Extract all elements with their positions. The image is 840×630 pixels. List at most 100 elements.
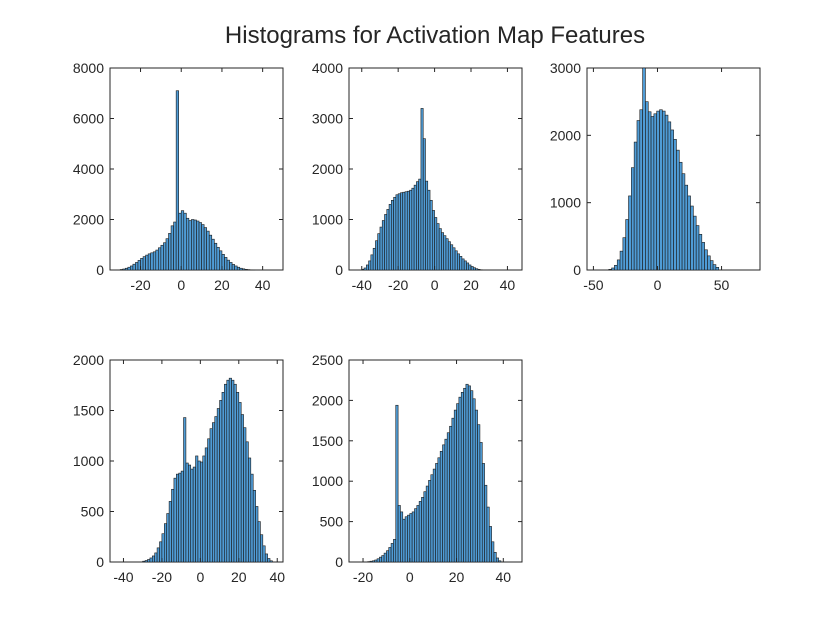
x-tick-label: 40: [269, 569, 285, 585]
histogram-bar: [244, 269, 248, 271]
histogram-bar: [142, 560, 146, 563]
histogram-bar: [681, 173, 686, 271]
histogram-bar: [216, 408, 220, 563]
histogram-bar: [267, 558, 271, 563]
histogram-bar: [239, 267, 243, 271]
histogram-bar: [616, 259, 621, 271]
histogram-bar: [132, 263, 136, 271]
histogram-bar: [168, 233, 172, 271]
histogram-bar: [245, 441, 249, 563]
y-tick-label: 1000: [312, 212, 343, 228]
histogram-bar: [229, 262, 233, 271]
histogram-bar: [421, 497, 425, 563]
bars: [119, 90, 256, 271]
histogram-bar: [144, 560, 148, 563]
histogram-bar: [224, 257, 228, 271]
x-tick-label: 0: [196, 569, 204, 585]
histogram-bar: [171, 488, 175, 563]
histogram-bar: [397, 505, 401, 563]
histogram-bar: [204, 447, 208, 563]
histogram-bar: [388, 204, 392, 271]
histogram-bar: [368, 260, 372, 271]
histogram-bar: [388, 547, 392, 563]
histogram-bar: [611, 267, 615, 271]
histogram-bar: [231, 379, 235, 563]
histogram-bar: [206, 230, 210, 271]
histogram-bar: [407, 514, 411, 563]
histogram-bar: [180, 210, 185, 271]
histogram-bar: [214, 416, 218, 563]
histogram-bar: [161, 533, 165, 563]
x-tick-label: 20: [214, 277, 230, 293]
histogram-bar: [437, 457, 441, 563]
histogram-bar: [185, 462, 189, 563]
histogram-bar: [443, 235, 447, 271]
y-tick-label: 500: [320, 514, 344, 530]
histogram-bar: [458, 396, 462, 563]
y-tick-label: 2500: [312, 352, 343, 368]
histogram-bar: [636, 120, 641, 271]
histogram-bar: [154, 552, 158, 563]
histogram-bar: [470, 390, 474, 563]
x-tick-label: -20: [353, 569, 373, 585]
histogram-bar: [180, 470, 184, 563]
y-tick-label: 0: [96, 554, 104, 570]
histogram-bar: [228, 377, 232, 563]
histogram-bar: [166, 513, 170, 563]
histogram-bar: [197, 460, 201, 563]
histogram-bar: [454, 250, 458, 271]
histogram-bar: [436, 223, 440, 271]
y-tick-label: 3000: [312, 111, 343, 127]
histogram-bar: [614, 264, 618, 271]
histogram-bar: [446, 432, 450, 563]
histogram-bar: [234, 265, 238, 271]
histogram-bar: [201, 224, 205, 271]
histogram-bar: [178, 212, 182, 271]
histogram-bar: [260, 534, 264, 563]
histogram-bar: [659, 109, 663, 271]
histogram-bar: [208, 234, 213, 271]
histogram-bar: [188, 464, 192, 563]
y-tick-label: 4000: [312, 60, 343, 76]
histogram-bar: [650, 116, 655, 271]
histogram-bar: [425, 485, 429, 563]
histogram-bar: [429, 200, 433, 271]
histogram-bar: [397, 193, 401, 271]
histogram-bar: [168, 501, 172, 563]
histogram-bar: [404, 516, 408, 563]
histogram-bar: [241, 268, 246, 271]
histogram-bar: [240, 414, 244, 563]
histogram-bar: [704, 249, 708, 271]
y-tick-label: 1000: [312, 473, 343, 489]
y-tick-label: 2000: [73, 212, 104, 228]
x-tick-label: 40: [496, 569, 512, 585]
y-tick-label: 1000: [73, 453, 104, 469]
histogram-bar: [498, 560, 502, 563]
histogram-bar: [684, 184, 689, 271]
y-tick-label: 500: [81, 504, 105, 520]
histogram-bar: [465, 383, 469, 563]
x-tick-label: 0: [406, 569, 414, 585]
histogram-bar: [375, 240, 378, 271]
y-tick-label: 2000: [73, 352, 104, 368]
histogram-bar: [186, 217, 190, 271]
histogram-bar: [463, 387, 467, 563]
histogram-bar: [192, 466, 196, 563]
histogram-bar: [158, 247, 162, 271]
histogram-bar: [608, 269, 612, 271]
histogram-bar: [409, 513, 413, 563]
histogram-bar: [211, 238, 215, 271]
histogram-bar: [178, 472, 182, 563]
histogram-bar: [625, 219, 629, 271]
histogram-bar: [653, 113, 658, 271]
y-tick-label: 1500: [73, 403, 104, 419]
histogram-bar: [127, 266, 131, 271]
histogram-bar: [365, 264, 369, 271]
x-tick-label: 20: [463, 277, 479, 293]
histogram-bar: [472, 267, 476, 271]
histogram-bar: [457, 253, 460, 271]
histogram-bar: [647, 111, 652, 271]
x-tick-label: 20: [231, 569, 247, 585]
histogram-bar: [453, 409, 457, 563]
